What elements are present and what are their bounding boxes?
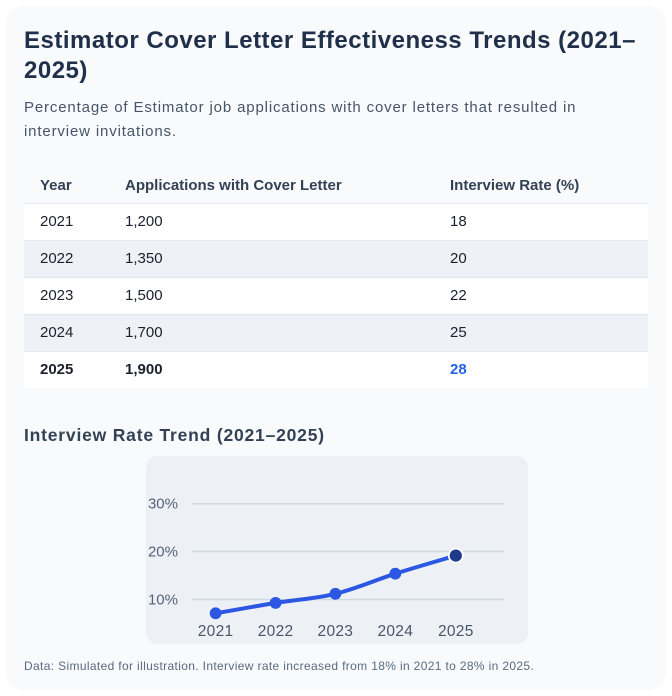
svg-text:2021: 2021 <box>198 623 234 640</box>
svg-text:2024: 2024 <box>377 623 413 640</box>
svg-text:2022: 2022 <box>258 623 294 640</box>
svg-text:2025: 2025 <box>438 623 474 640</box>
svg-text:10%: 10% <box>148 592 178 609</box>
svg-text:2023: 2023 <box>318 623 354 640</box>
svg-text:30%: 30% <box>148 496 178 513</box>
svg-text:20%: 20% <box>148 544 178 561</box>
